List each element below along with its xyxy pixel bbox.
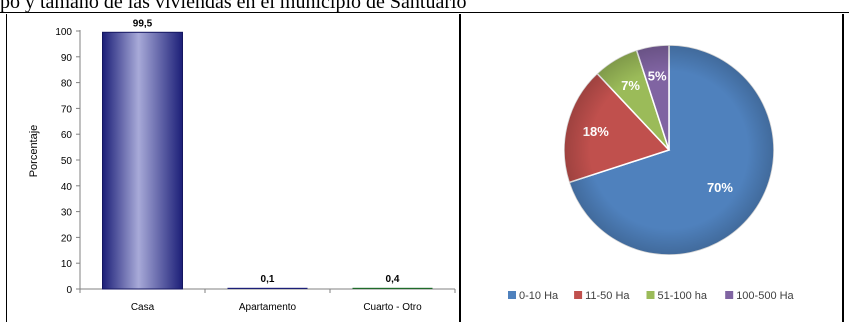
y-tick-label: 10 xyxy=(61,259,73,270)
pie-chart-panel: 70% 18% 7% 5% 0-10 Ha 11-50 Ha 51-100 ha 100-5… xyxy=(466,14,844,322)
bar-value-label: 99,5 xyxy=(133,18,153,29)
y-tick-label: 80 xyxy=(61,79,73,90)
legend-swatch xyxy=(646,291,655,299)
legend-label: 0-10 Ha xyxy=(519,290,559,302)
pie-chart: 70% 18% 7% 5% 0-10 Ha 11-50 Ha 51-100 ha 100-5… xyxy=(508,44,795,302)
y-tick-label: 50 xyxy=(61,156,73,167)
x-tick-label: Casa xyxy=(131,302,155,313)
y-tick-label: 30 xyxy=(61,208,73,219)
figure-caption: po y tamaño de las viviendas en el munic… xyxy=(0,0,467,13)
figure-frame xyxy=(0,12,849,323)
legend-swatch xyxy=(574,291,583,299)
y-tick-label: 0 xyxy=(66,285,72,296)
y-tick-label: 100 xyxy=(55,27,72,38)
bar-value-label: 0,4 xyxy=(386,274,400,285)
x-tick-label: Apartamento xyxy=(239,302,297,313)
pie-slice-label: 5% xyxy=(648,68,667,83)
bar xyxy=(102,31,183,290)
pie-slice-label: 7% xyxy=(621,78,640,93)
pie-slice-label: 70% xyxy=(707,180,733,195)
bar xyxy=(352,287,433,289)
bar-chart: Porcentaje 0 10 20 30 40 50 60 70 80 90 100 99,5 Cas… xyxy=(28,18,456,313)
y-tick-label: 20 xyxy=(61,233,73,244)
bar xyxy=(227,287,308,289)
bar-value-label: 0,1 xyxy=(261,274,275,285)
legend-swatch xyxy=(508,291,516,299)
legend-label: 11-50 Ha xyxy=(585,290,630,302)
y-tick-label: 90 xyxy=(61,53,73,64)
legend-swatch xyxy=(725,291,734,299)
y-tick-label: 40 xyxy=(61,182,73,193)
y-axis-label: Porcentaje xyxy=(28,125,40,178)
bar-chart-panel: Porcentaje 0 10 20 30 40 50 60 70 80 90 100 99,5 Cas… xyxy=(6,14,461,322)
legend-label: 51-100 ha xyxy=(658,290,708,302)
pie-slice-label: 18% xyxy=(583,124,609,139)
x-tick-label: Cuarto - Otro xyxy=(363,302,422,313)
y-tick-label: 60 xyxy=(61,130,73,141)
legend-label: 100-500 Ha xyxy=(736,290,794,302)
y-tick-label: 70 xyxy=(61,104,73,115)
